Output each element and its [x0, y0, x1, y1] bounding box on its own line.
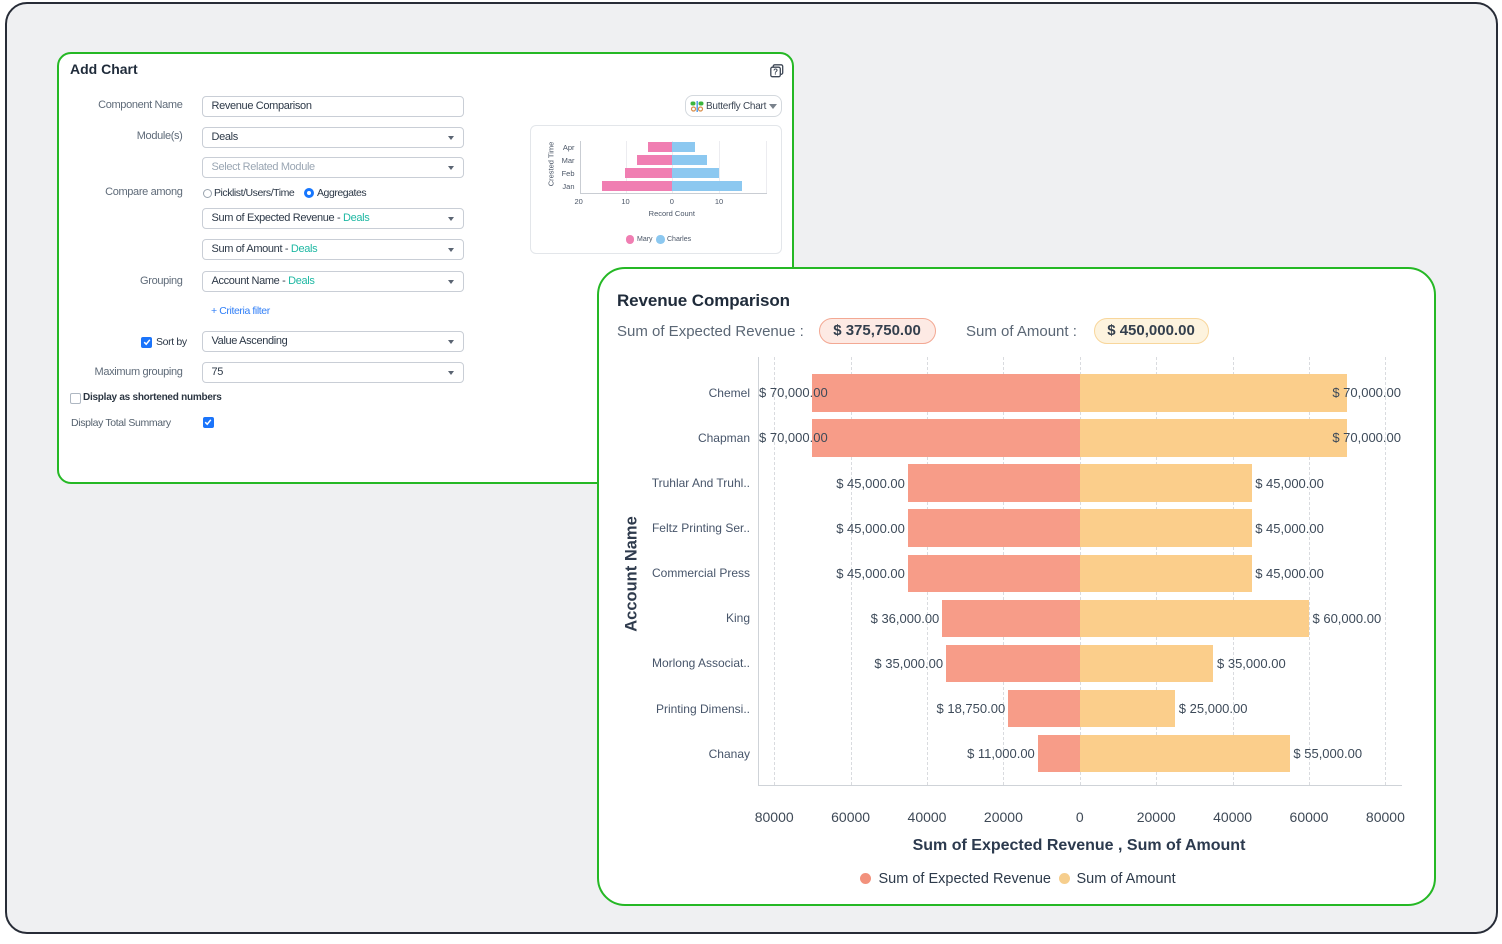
svg-text:?: ?	[773, 68, 778, 77]
